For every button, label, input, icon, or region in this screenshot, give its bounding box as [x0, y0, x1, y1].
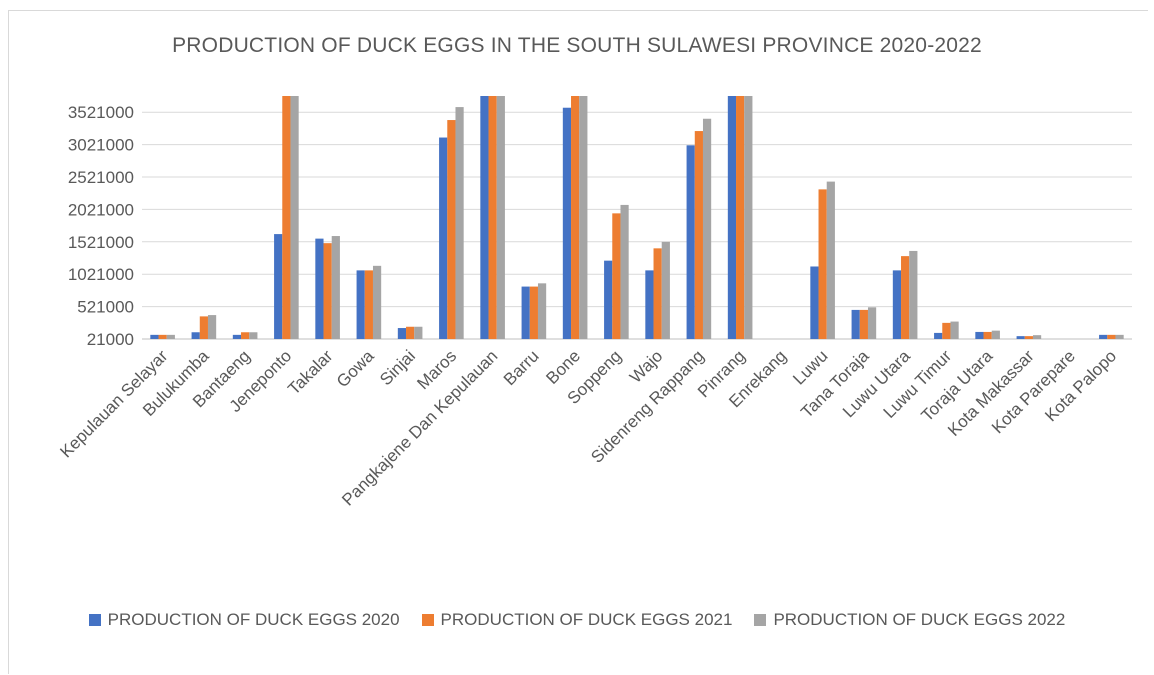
bar: [942, 322, 951, 339]
bar: [521, 286, 530, 339]
bar: [1024, 336, 1033, 339]
bar: [397, 328, 407, 339]
y-tick-label: 521000: [77, 298, 134, 317]
bar: [439, 137, 448, 339]
bar: [496, 96, 505, 339]
bar: [867, 307, 877, 339]
bar: [892, 270, 902, 339]
y-tick-label: 3021000: [68, 136, 134, 155]
bar: [950, 321, 959, 339]
legend-item-2020: PRODUCTION OF DUCK EGGS 2020: [88, 610, 400, 630]
x-tick-label: Sinjai: [376, 346, 419, 389]
bar: [653, 248, 662, 339]
bar: [232, 334, 242, 339]
bar: [1115, 334, 1124, 339]
legend-swatch-2022: [754, 614, 767, 626]
bar: [1107, 334, 1116, 339]
bar: [702, 118, 712, 339]
x-tick-label: Gowa: [333, 346, 378, 391]
bar: [562, 107, 572, 340]
x-tick-label: Barru: [500, 346, 543, 389]
bar: [241, 332, 250, 339]
legend-label-2020: PRODUCTION OF DUCK EGGS 2020: [107, 610, 400, 629]
bar: [290, 96, 299, 339]
bar: [859, 309, 868, 339]
bar: [975, 331, 984, 339]
bar: [372, 265, 382, 339]
bar: [529, 286, 538, 339]
bar: [480, 96, 489, 339]
bar: [158, 334, 167, 339]
bar: [414, 326, 423, 339]
bar: [645, 270, 654, 339]
legend-swatch-2021: [421, 614, 434, 626]
bar: [851, 309, 860, 339]
x-tick-label: Takalar: [284, 346, 336, 398]
bar: [207, 315, 217, 339]
bar: [249, 332, 258, 339]
bar: [571, 96, 580, 339]
bar: [1099, 334, 1108, 339]
y-tick-label: 3521000: [68, 103, 134, 122]
bar: [1032, 335, 1042, 339]
bar: [537, 283, 547, 339]
y-tick-label: 2521000: [68, 168, 134, 187]
legend-item-2021: PRODUCTION OF DUCK EGGS 2021: [421, 610, 733, 630]
bar: [406, 326, 415, 339]
y-tick-label: 2021000: [68, 200, 134, 219]
bar: [727, 96, 737, 339]
bar: [274, 234, 283, 339]
bar: [620, 204, 629, 339]
y-tick-label: 21000: [87, 330, 134, 349]
bar: [455, 107, 464, 339]
bar: [901, 256, 910, 339]
bar: [909, 250, 918, 339]
y-tick-label: 1521000: [68, 233, 134, 252]
chart-title: PRODUCTION OF DUCK EGGS IN THE SOUTH SUL…: [172, 34, 982, 57]
bar: [612, 213, 621, 339]
bar: [323, 243, 332, 339]
bar: [579, 96, 588, 339]
bar: [694, 131, 703, 339]
chart-frame: [8, 10, 1148, 674]
bar: [736, 96, 745, 339]
bar: [166, 334, 175, 339]
bar: [331, 236, 340, 339]
bar: [150, 334, 159, 339]
bar: [661, 241, 670, 339]
bar: [818, 189, 827, 339]
bar: [191, 332, 200, 339]
bar: [1016, 336, 1025, 339]
chart-legend: PRODUCTION OF DUCK EGGS 2020 PRODUCTION …: [0, 610, 1154, 630]
bar: [991, 330, 1000, 339]
legend-label-2021: PRODUCTION OF DUCK EGGS 2021: [440, 610, 733, 629]
legend-label-2022: PRODUCTION OF DUCK EGGS 2022: [773, 610, 1066, 629]
bar: [199, 316, 208, 339]
bar: [315, 238, 324, 339]
bar: [744, 96, 753, 339]
bar: [604, 260, 613, 339]
bar: [364, 270, 373, 339]
bar: [488, 96, 497, 339]
bar: [983, 331, 992, 339]
legend-swatch-2020: [88, 614, 101, 626]
y-tick-label: 1021000: [68, 265, 134, 284]
bar: [356, 270, 365, 339]
bar: [686, 145, 695, 339]
bar: [810, 266, 819, 339]
bar: [447, 120, 456, 339]
legend-item-2022: PRODUCTION OF DUCK EGGS 2022: [754, 610, 1065, 630]
bar: [934, 332, 943, 339]
bar: [826, 181, 835, 339]
bar: [282, 96, 291, 339]
